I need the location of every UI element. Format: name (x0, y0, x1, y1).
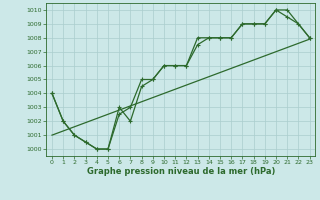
X-axis label: Graphe pression niveau de la mer (hPa): Graphe pression niveau de la mer (hPa) (87, 167, 275, 176)
